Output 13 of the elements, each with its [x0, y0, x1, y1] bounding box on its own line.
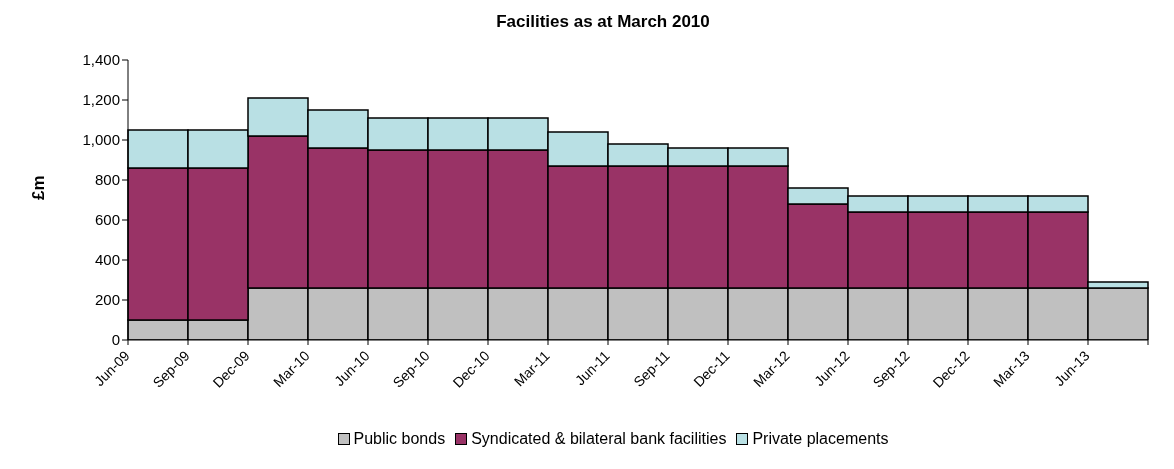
y-tick-label: 1,200 [82, 91, 120, 109]
y-axis-title: £m [29, 175, 49, 200]
y-tick-label: 800 [94, 171, 120, 189]
y-tick-label: 200 [94, 291, 120, 309]
y-tick-label: 600 [94, 211, 120, 229]
y-tick-label: 1,400 [82, 51, 120, 69]
legend-label: Syndicated & bilateral bank facilities [471, 430, 727, 448]
legend-label: Public bonds [353, 430, 446, 448]
y-tick-label: 400 [94, 251, 120, 269]
legend-label: Private placements [752, 430, 889, 448]
y-tick-label: 1,000 [82, 131, 120, 149]
y-tick-label: 0 [111, 331, 120, 349]
chart-title: Facilities as at March 2010 [495, 12, 711, 32]
